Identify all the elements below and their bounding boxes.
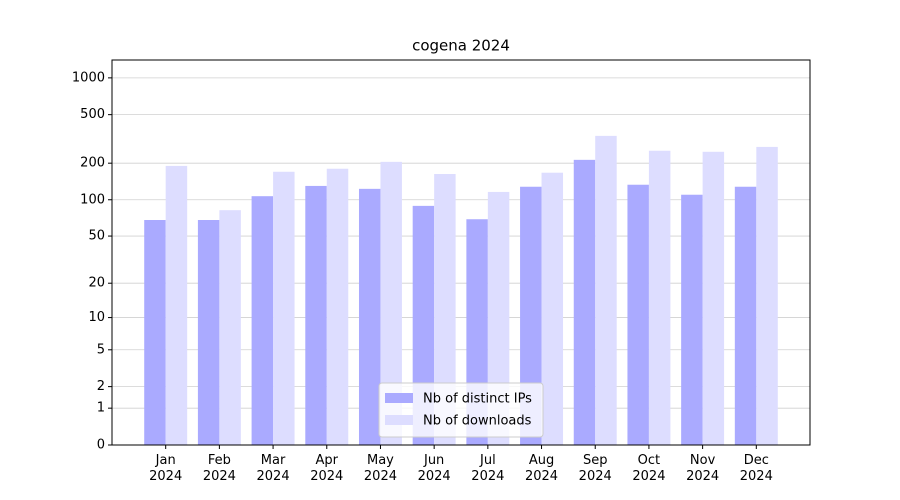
- x-tick-label: Sep 2024: [578, 453, 612, 484]
- bar: [165, 165, 188, 446]
- bar: [358, 188, 381, 445]
- y-tick-label: 20: [88, 276, 105, 291]
- x-tick-label: Nov 2024: [686, 453, 720, 484]
- plot-frame: [111, 59, 811, 446]
- bar: [702, 151, 725, 445]
- x-tick-label: Oct 2024: [632, 453, 666, 484]
- bar: [541, 172, 564, 445]
- y-tick-label: 2: [97, 379, 105, 394]
- bar: [573, 159, 596, 445]
- legend-label: Nb of downloads: [423, 414, 532, 429]
- bar: [326, 168, 349, 445]
- y-tick-label: 50: [88, 229, 105, 244]
- bar: [219, 210, 241, 445]
- y-tick-label: 500: [80, 107, 105, 122]
- bar: [380, 161, 402, 446]
- bar: [520, 186, 542, 445]
- chart-title: cogena 2024: [412, 37, 510, 55]
- bar: [681, 194, 703, 445]
- legend: Nb of distinct IPs Nb of downloads: [378, 382, 544, 438]
- legend-swatch: [385, 393, 413, 403]
- bar: [197, 219, 220, 445]
- x-tick-label: Jun 2024: [417, 453, 451, 484]
- bar: [756, 146, 778, 445]
- y-tick-label: 200: [80, 156, 105, 171]
- y-tick-label: 0: [97, 438, 105, 453]
- bar: [595, 135, 617, 445]
- bar: [144, 219, 166, 445]
- y-tick-label: 5: [97, 342, 105, 357]
- bar: [648, 150, 671, 445]
- x-tick-label: Dec 2024: [739, 453, 773, 484]
- bar: [434, 173, 456, 445]
- x-tick-label: Aug 2024: [524, 453, 559, 484]
- bar: [734, 186, 757, 445]
- bar: [305, 185, 327, 446]
- x-tick-label: Jan 2024: [149, 453, 183, 484]
- x-tick-label: Apr 2024: [310, 453, 344, 484]
- bar: [627, 184, 649, 445]
- y-tick-label: 1000: [72, 70, 105, 85]
- legend-label: Nb of distinct IPs: [423, 392, 532, 407]
- bar: [273, 171, 295, 446]
- x-tick-label: Mar 2024: [256, 453, 290, 484]
- legend-frame: [378, 382, 544, 438]
- bar: [251, 196, 274, 445]
- x-tick-label: May 2024: [363, 453, 397, 484]
- y-tick-label: 1: [97, 401, 105, 416]
- x-tick-label: Feb 2024: [202, 453, 236, 484]
- y-tick-label: 10: [88, 310, 105, 325]
- x-tick-label: Jul 2024: [471, 453, 505, 484]
- y-tick-label: 100: [80, 192, 105, 207]
- bar: [487, 191, 510, 445]
- legend-swatch: [385, 415, 413, 425]
